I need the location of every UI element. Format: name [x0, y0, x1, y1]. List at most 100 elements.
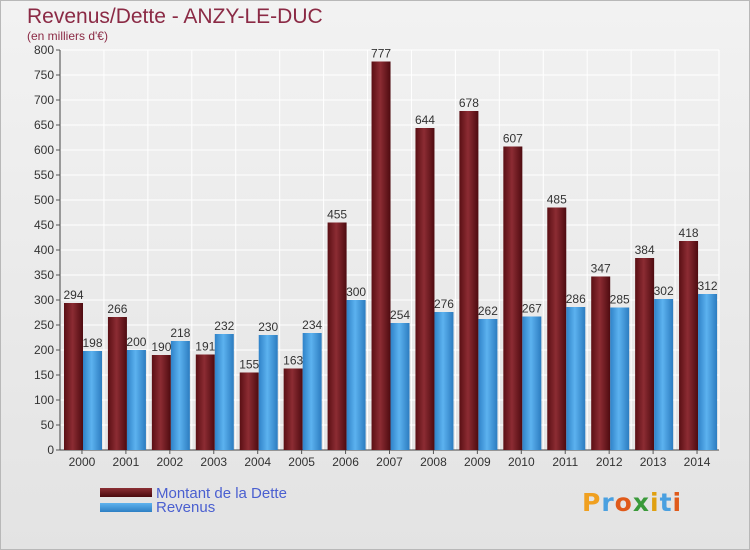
bar-revenus: [346, 300, 366, 450]
bar-revenus: [214, 334, 234, 450]
value-label-dette: 485: [547, 193, 567, 207]
value-label-revenus: 286: [566, 292, 586, 306]
bar-revenus: [698, 294, 718, 450]
value-label-revenus: 232: [214, 319, 234, 333]
value-label-revenus: 300: [346, 285, 366, 299]
x-tick-label: 2003: [200, 455, 227, 469]
value-label-dette: 607: [503, 132, 523, 146]
y-tick-label: 600: [34, 143, 54, 157]
proxiti-logo: Proxiti: [582, 488, 682, 517]
bars: [64, 61, 718, 450]
value-label-revenus: 254: [390, 308, 410, 322]
value-label-revenus: 276: [434, 297, 454, 311]
value-label-revenus: 262: [478, 304, 498, 318]
value-label-revenus: 218: [170, 326, 190, 340]
y-tick-label: 50: [41, 418, 55, 432]
bar-dette: [415, 128, 435, 450]
bar-revenus: [302, 333, 322, 450]
bar-dette: [459, 111, 479, 450]
logo-letter: o: [614, 488, 633, 517]
x-tick-label: 2012: [596, 455, 623, 469]
value-label-revenus: 285: [610, 293, 630, 307]
x-tick-label: 2005: [288, 455, 315, 469]
bar-revenus: [654, 299, 674, 450]
x-tick-label: 2014: [684, 455, 711, 469]
bar-dette: [547, 207, 567, 450]
y-tick-label: 450: [34, 218, 54, 232]
y-tick-label: 200: [34, 343, 54, 357]
value-label-revenus: 234: [302, 318, 322, 332]
bar-dette: [195, 354, 215, 450]
bar-dette: [151, 355, 171, 450]
value-label-dette: 644: [415, 113, 435, 127]
y-tick-label: 500: [34, 193, 54, 207]
bar-dette: [635, 258, 655, 450]
legend-swatch-revenus: [100, 503, 152, 512]
legend-label-dette: Montant de la Dette: [156, 485, 287, 502]
bar-revenus: [522, 316, 542, 450]
y-tick-label: 100: [34, 393, 54, 407]
x-tick-label: 2004: [244, 455, 271, 469]
value-label-revenus: 230: [258, 320, 278, 334]
x-tick-label: 2007: [376, 455, 403, 469]
x-tick-label: 2006: [332, 455, 359, 469]
y-tick-label: 250: [34, 318, 54, 332]
x-tick-label: 2010: [508, 455, 535, 469]
x-tick-label: 2009: [464, 455, 491, 469]
value-label-dette: 418: [679, 226, 699, 240]
bar-revenus: [170, 341, 190, 450]
legend-label-revenus: Revenus: [156, 499, 216, 516]
value-label-revenus: 302: [654, 284, 674, 298]
bar-revenus: [126, 350, 146, 450]
bar-dette: [107, 317, 127, 450]
logo-letter: P: [582, 488, 602, 517]
bar-dette: [327, 222, 347, 450]
legend-swatch-dette: [100, 488, 152, 497]
y-tick-label: 350: [34, 268, 54, 282]
bar-dette: [283, 368, 303, 450]
x-tick-label: 2013: [640, 455, 667, 469]
bar-revenus: [610, 307, 630, 450]
bar-revenus: [83, 351, 102, 450]
bar-revenus: [478, 319, 498, 450]
x-tick-label: 2000: [69, 455, 96, 469]
value-label-revenus: 200: [126, 335, 146, 349]
value-label-dette: 455: [327, 208, 347, 222]
y-tick-label: 400: [34, 243, 54, 257]
x-tick-label: 2001: [113, 455, 140, 469]
bar-dette: [239, 372, 259, 450]
value-label-dette: 163: [283, 354, 303, 368]
value-label-revenus: 198: [82, 336, 102, 350]
value-label-dette: 266: [107, 302, 127, 316]
y-tick-label: 750: [34, 68, 54, 82]
bar-revenus: [390, 323, 410, 450]
value-label-revenus: 267: [522, 302, 542, 316]
value-label-dette: 777: [371, 47, 391, 61]
bar-dette: [679, 241, 699, 450]
x-tick-label: 2011: [552, 455, 578, 469]
logo-letter: x: [632, 488, 650, 517]
logo-letter: i: [650, 488, 660, 517]
y-tick-label: 700: [34, 93, 54, 107]
x-tick-label: 2002: [156, 455, 183, 469]
bar-revenus: [566, 307, 586, 450]
y-tick-label: 650: [34, 118, 54, 132]
logo-letter: t: [659, 488, 673, 517]
value-label-dette: 678: [459, 96, 479, 110]
logo-letter: i: [672, 488, 683, 517]
y-tick-label: 800: [34, 43, 54, 57]
bar-dette: [503, 146, 523, 450]
bar-dette: [64, 303, 83, 450]
value-label-dette: 384: [635, 243, 655, 257]
logo-letter: r: [601, 488, 615, 517]
bar-dette: [371, 61, 391, 450]
x-tick-label: 2008: [420, 455, 447, 469]
y-tick-label: 300: [34, 293, 54, 307]
chart-subtitle: (en milliers d'€): [27, 29, 108, 43]
bar-revenus: [258, 335, 278, 450]
value-label-dette: 191: [195, 340, 215, 354]
value-label-dette: 347: [591, 262, 611, 276]
bar-revenus: [434, 312, 454, 450]
